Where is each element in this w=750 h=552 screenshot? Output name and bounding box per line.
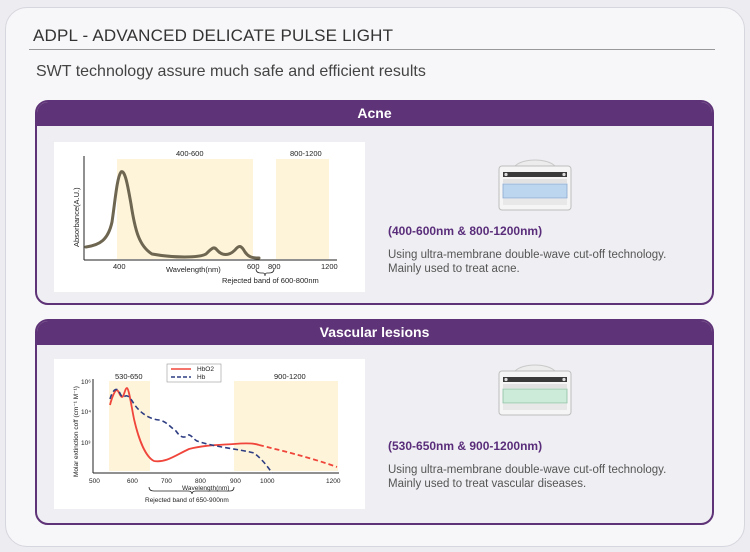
vascular-wavelength-range: (530-650nm & 900-1200nm) (388, 439, 543, 453)
x-axis-label: Wavelength(nm) (182, 485, 229, 492)
legend-hb-label: Hb (197, 374, 206, 381)
tick-700: 700 (161, 478, 172, 485)
hbo2-curve-dashed (258, 444, 338, 468)
tick-600: 600 (247, 262, 260, 271)
acne-panel-header: Acne (37, 102, 712, 126)
tick-600: 600 (127, 478, 138, 485)
legend-hbo2-label: HbO2 (197, 366, 214, 373)
ytick-1e4: 10⁴ (81, 409, 91, 416)
vascular-description: Using ultra-membrane double-wave cut-off… (388, 463, 666, 491)
hbo2-curve-solid (109, 387, 260, 463)
absorbance-curve (84, 170, 261, 260)
y-axis-label: Molar extinction coff (cm⁻¹ M⁻¹) (73, 386, 80, 477)
tick-500: 500 (89, 478, 100, 485)
rejected-band-label: Rejected band of 650-900nm (145, 497, 229, 504)
acne-wavelength-range: (400-600nm & 800-1200nm) (388, 224, 543, 238)
tick-900: 900 (230, 478, 241, 485)
tick-800: 800 (268, 262, 281, 271)
band-800-1200 (276, 159, 329, 259)
page-subtitle: SWT technology assure much safe and effi… (36, 63, 426, 80)
band-400-600 (117, 159, 253, 259)
rejected-band-brace (255, 268, 275, 277)
hb-curve (109, 388, 273, 474)
vascular-extinction-chart: 530-650 900-1200 HbO2 Hb 10⁶ 10⁴ 10³ Mol… (54, 359, 365, 509)
acne-handpiece-icon (495, 154, 575, 216)
band-label-2: 900-1200 (274, 372, 306, 381)
vascular-panel-title: Vascular lesions (319, 324, 430, 340)
acne-description-line1: Using ultra-membrane double-wave cut-off… (388, 249, 667, 261)
tick-800: 800 (195, 478, 206, 485)
band-label-1: 530-650 (115, 372, 143, 381)
vascular-panel-header: Vascular lesions (37, 321, 712, 345)
ytick-1e6: 10⁶ (81, 379, 91, 386)
vascular-panel: Vascular lesions 530-650 900-1200 HbO2 H… (35, 319, 714, 525)
tick-400: 400 (113, 262, 126, 271)
band-label-1: 400-600 (176, 149, 204, 158)
ytick-1e3: 10³ (81, 440, 91, 447)
acne-absorbance-chart: 400-600 800-1200 Absorbance(A.U.) 400 60… (54, 142, 365, 292)
vascular-description-line1: Using ultra-membrane double-wave cut-off… (388, 464, 667, 476)
rejected-band-brace (148, 486, 235, 495)
acne-description-line2: Mainly used to treat acne. (388, 263, 520, 275)
y-axis-label: Absorbance(A.U.) (72, 187, 81, 247)
title-divider (29, 49, 715, 50)
page-title: ADPL - ADVANCED DELICATE PULSE LIGHT (33, 26, 394, 45)
tick-1200: 1200 (321, 262, 338, 271)
rejected-band-label: Rejected band of 600-800nm (222, 276, 319, 285)
acne-panel-title: Acne (357, 105, 392, 121)
acne-description: Using ultra-membrane double-wave cut-off… (388, 248, 666, 276)
tick-1000: 1000 (260, 478, 275, 485)
acne-panel: Acne 400-600 800-1200 Absorbance(A.U.) 4… (35, 100, 714, 305)
tick-1200: 1200 (326, 478, 341, 485)
vascular-description-line2: Mainly used to treat vascular diseases. (388, 478, 587, 490)
band-label-2: 800-1200 (290, 149, 322, 158)
vascular-handpiece-icon (495, 359, 575, 421)
x-axis-label: Wavelength(nm) (166, 265, 221, 274)
band-900-1200 (234, 381, 338, 471)
